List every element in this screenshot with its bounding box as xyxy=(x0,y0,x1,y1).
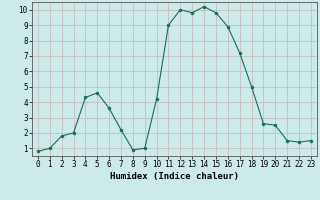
X-axis label: Humidex (Indice chaleur): Humidex (Indice chaleur) xyxy=(110,172,239,181)
